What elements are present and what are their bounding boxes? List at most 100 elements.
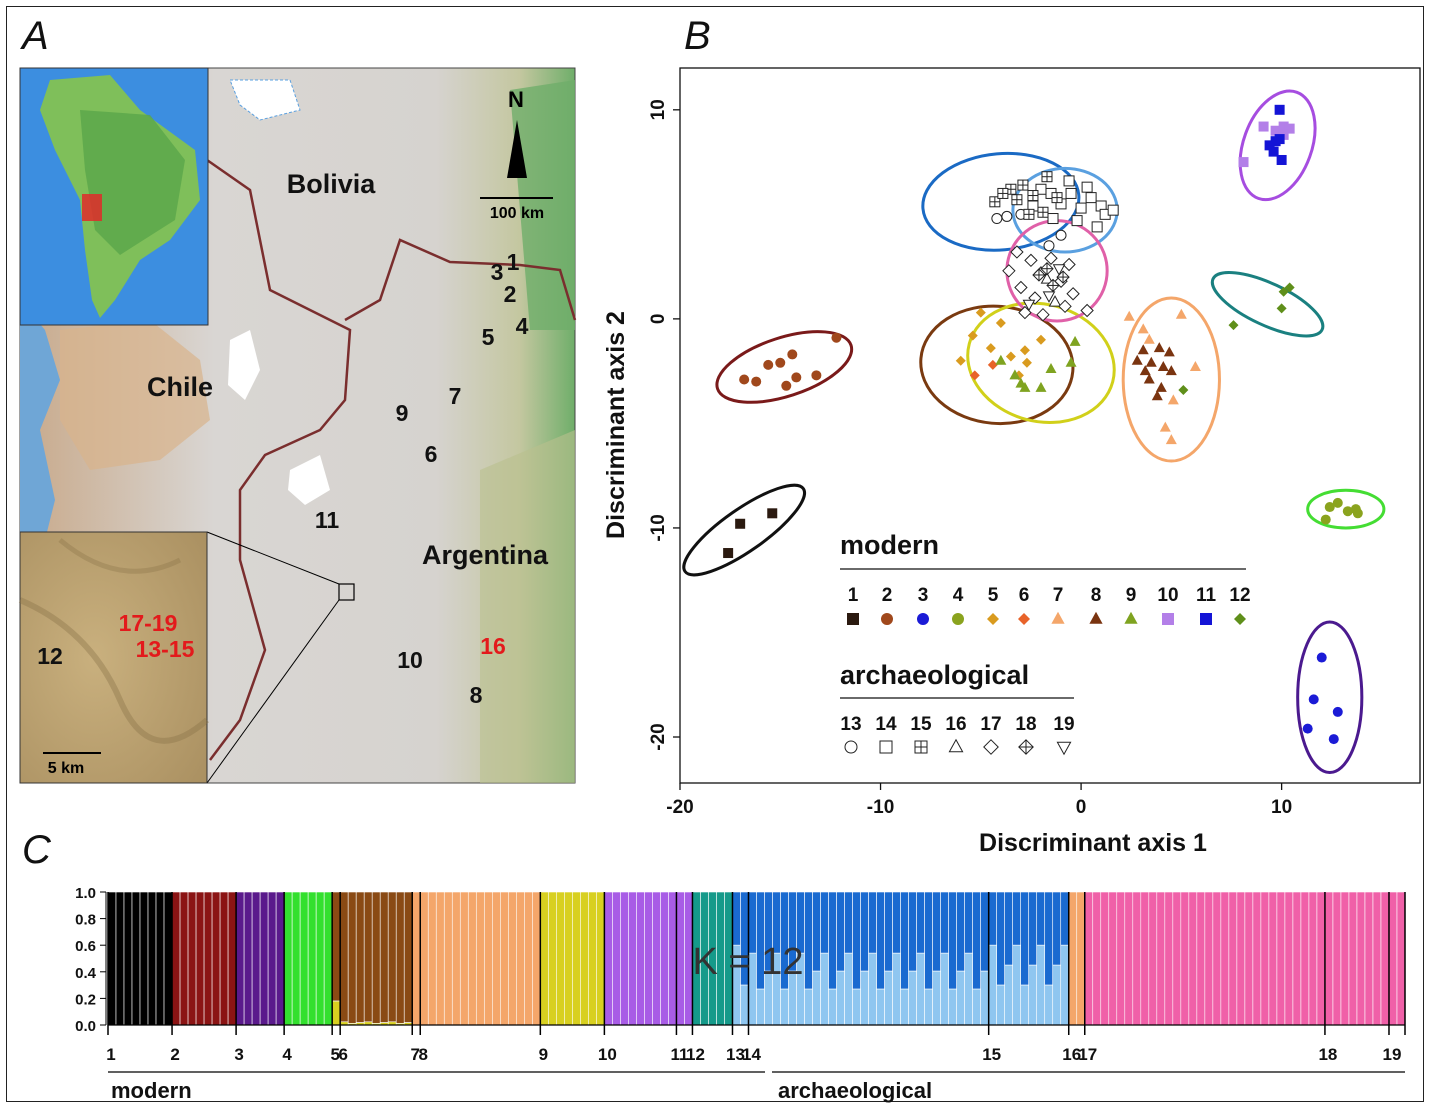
bar-15 <box>1028 891 1038 966</box>
study-area-marker <box>82 194 102 221</box>
site-label-3: 3 <box>491 259 504 285</box>
bar-14 <box>812 891 821 972</box>
group-label-12: 12 <box>686 1045 705 1064</box>
group-label-15: 15 <box>982 1045 1001 1064</box>
bar-16 <box>1076 891 1086 1026</box>
point-group-2 <box>751 376 762 387</box>
legend-modern-title: modern <box>840 530 939 560</box>
bar-minor-14 <box>916 952 925 1026</box>
point-group-15 <box>1041 171 1053 183</box>
group-label-11: 11 <box>670 1045 688 1064</box>
bar-3 <box>235 891 245 1026</box>
point-group-10 <box>1284 123 1295 134</box>
bar-minor-15 <box>1052 964 1062 1026</box>
country-bolivia: Bolivia <box>287 169 377 199</box>
bar-8 <box>516 891 525 1026</box>
point-group-2 <box>781 380 792 391</box>
bar-17 <box>1300 891 1310 1026</box>
bar-18 <box>1364 891 1374 1026</box>
point-group-18 <box>1032 268 1046 282</box>
inset-connector <box>206 599 340 784</box>
point-group-15 <box>1037 206 1049 218</box>
bar-4 <box>291 891 301 1026</box>
group-label-14: 14 <box>742 1045 761 1064</box>
border-line <box>344 238 577 322</box>
bar-6 <box>395 891 405 1024</box>
ellipse-group-12 <box>1210 271 1325 338</box>
bar-6 <box>347 891 357 1024</box>
bar-18 <box>1332 891 1342 1026</box>
forest-region <box>510 80 575 330</box>
panel-label-a: A <box>22 14 49 58</box>
bar-17 <box>1276 891 1286 1026</box>
point-group-15 <box>1017 179 1029 191</box>
bar-4 <box>283 891 293 1026</box>
point-group-17 <box>1036 307 1050 322</box>
point-group-2 <box>811 370 822 381</box>
group-label-6: 6 <box>338 1045 347 1064</box>
legend-modern-label-10: 10 <box>1157 585 1178 606</box>
point-group-8 <box>1139 365 1151 376</box>
point-group-6 <box>987 359 998 370</box>
point-group-11 <box>1274 104 1285 115</box>
legend-archaeological-marker-18 <box>1018 739 1034 755</box>
legend-modern-label-4: 4 <box>953 585 964 606</box>
group-label-4: 4 <box>282 1045 292 1064</box>
bar-8 <box>491 891 501 1026</box>
bar-10 <box>644 891 653 1026</box>
point-group-5 <box>1005 351 1016 362</box>
bar-18 <box>1356 891 1366 1026</box>
bar-17 <box>1196 891 1206 1026</box>
bar-minor-14 <box>844 952 853 1026</box>
point-group-2 <box>791 372 802 383</box>
legend-archaeological-marker-14 <box>879 740 893 754</box>
point-group-8 <box>1165 365 1177 376</box>
bar-9 <box>548 891 557 1026</box>
axes: -20 -10 0 10 10 0 -10 -20 <box>648 99 1292 818</box>
bar-17 <box>1308 891 1318 1026</box>
site-label-5: 5 <box>482 324 495 350</box>
bar-1 <box>131 891 141 1026</box>
bar-8 <box>451 891 461 1026</box>
point-group-14 <box>1075 202 1087 214</box>
bar-3 <box>267 891 277 1026</box>
plot-area <box>679 67 1421 784</box>
bar-17 <box>1252 891 1262 1026</box>
group-label-8: 8 <box>419 1045 428 1064</box>
point-group-19 <box>1022 299 1036 312</box>
legend-archaeological-label-18: 18 <box>1015 714 1036 735</box>
group-label-9: 9 <box>539 1045 548 1064</box>
bar-10 <box>612 891 621 1026</box>
legend-modern-label-6: 6 <box>1019 585 1030 606</box>
point-group-10 <box>1258 121 1269 132</box>
bar-minor-15 <box>1020 984 1030 1026</box>
bar-17 <box>1260 891 1270 1026</box>
y-tick-label: 0.4 <box>75 965 97 982</box>
bar-1 <box>155 891 165 1026</box>
point-group-8 <box>1137 344 1149 355</box>
point-group-2 <box>775 357 786 368</box>
point-group-14 <box>1081 181 1093 193</box>
legend-archaeological-marker-19 <box>1056 741 1072 756</box>
legend-archaeological-marker-16 <box>948 738 964 753</box>
bar-18 <box>1348 891 1358 1026</box>
panel-label-c: C <box>22 828 51 872</box>
north-arrow <box>480 120 553 199</box>
point-group-10 <box>1278 121 1289 132</box>
bar-minor-15 <box>988 944 997 1026</box>
bar-minor-15 <box>1004 964 1013 1026</box>
legend-archaeological-marker-17 <box>983 739 999 755</box>
bar-14 <box>972 891 981 990</box>
bar-1 <box>139 891 149 1026</box>
group-label-3: 3 <box>234 1045 243 1064</box>
bar-4 <box>307 891 317 1026</box>
salt-flat <box>228 330 260 400</box>
bar-6 <box>387 891 397 1023</box>
bar-6 <box>355 891 365 1023</box>
bar-11 <box>676 891 685 1026</box>
bar-17 <box>1140 891 1150 1026</box>
bar-2 <box>187 891 197 1026</box>
bar-9 <box>588 891 597 1026</box>
y-tick-label: 0.0 <box>75 1018 96 1035</box>
